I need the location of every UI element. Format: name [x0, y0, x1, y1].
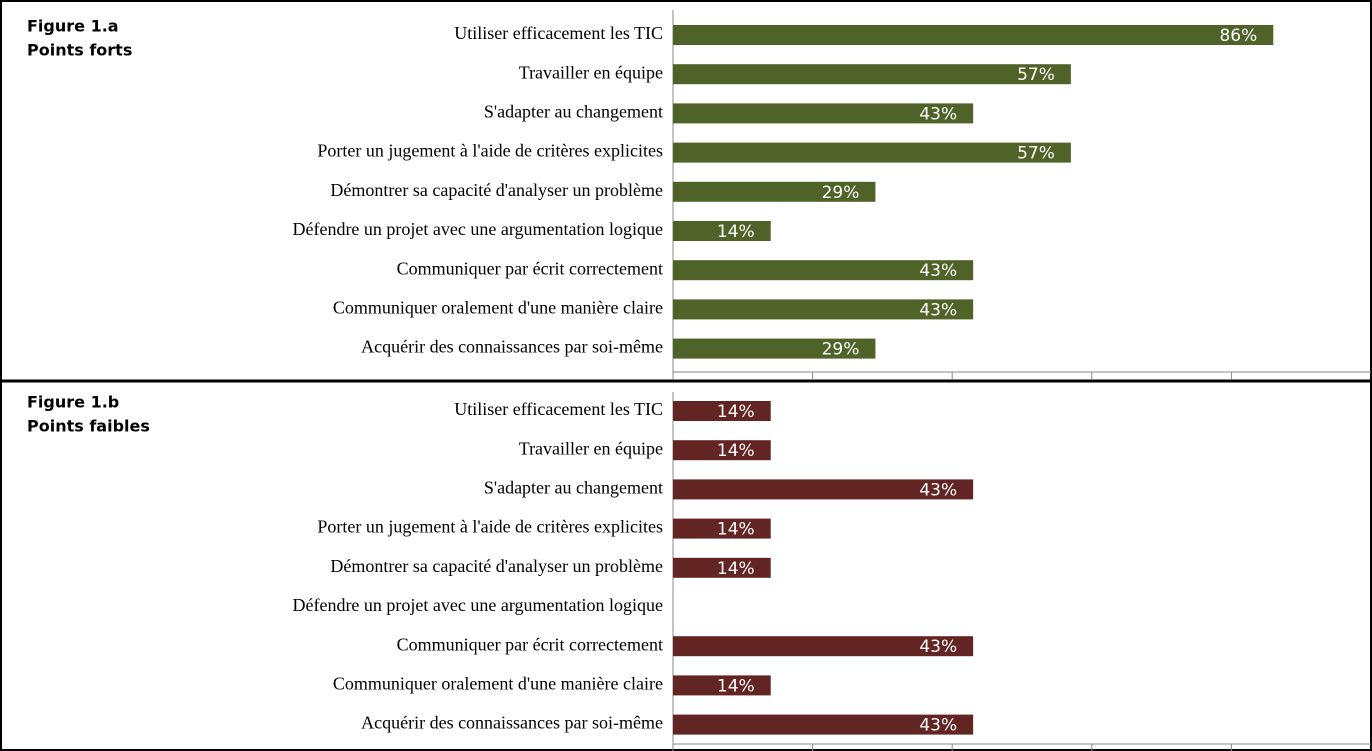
- bar: [673, 338, 876, 359]
- bar: [673, 260, 974, 281]
- category-label: Travailler en équipe: [519, 438, 663, 458]
- figure-label: Figure 1.b: [27, 393, 119, 412]
- bar: [673, 440, 771, 461]
- category-label: Défendre un projet avec une argumentatio…: [292, 595, 663, 615]
- bar: [673, 221, 771, 241]
- figure-label: Figure 1.a: [27, 17, 119, 36]
- category-label: Travailler en équipe: [519, 62, 663, 82]
- value-label: 57%: [1017, 65, 1055, 85]
- value-label: 14%: [717, 520, 755, 540]
- category-label: S'adapter au changement: [484, 102, 663, 122]
- figure-subtitle: Points forts: [27, 41, 132, 60]
- value-label: 14%: [717, 441, 755, 461]
- category-label: Utiliser efficacement les TIC: [454, 399, 663, 419]
- value-label: 43%: [919, 104, 957, 124]
- category-label: Porter un jugement à l'aide de critères …: [317, 141, 663, 161]
- bar: [673, 636, 974, 657]
- category-label: Communiquer oralement d'une manière clai…: [333, 298, 663, 318]
- bar: [673, 64, 1071, 85]
- bar: [673, 518, 771, 539]
- bar: [673, 675, 771, 696]
- value-label: 43%: [919, 637, 957, 657]
- value-label: 14%: [717, 222, 755, 242]
- category-label: Acquérir des connaissances par soi-même: [361, 337, 663, 357]
- bar: [673, 142, 1071, 163]
- value-label: 43%: [919, 480, 957, 500]
- value-label: 86%: [1219, 26, 1257, 46]
- category-label: Acquérir des connaissances par soi-même: [361, 713, 663, 733]
- category-label: Démontrer sa capacité d'analyser un prob…: [330, 180, 663, 200]
- category-label: Communiquer par écrit correctement: [397, 258, 663, 278]
- category-label: Porter un jugement à l'aide de critères …: [317, 517, 663, 537]
- bar: [673, 299, 974, 320]
- bar: [673, 181, 876, 202]
- value-label: 57%: [1017, 144, 1055, 164]
- value-label: 14%: [717, 559, 755, 579]
- category-label: Utiliser efficacement les TIC: [454, 23, 663, 43]
- value-label: 43%: [919, 261, 957, 281]
- category-label: Démontrer sa capacité d'analyser un prob…: [330, 556, 663, 576]
- bar: [673, 479, 974, 500]
- category-label: Communiquer par écrit correctement: [397, 634, 663, 654]
- bar: [673, 557, 771, 578]
- category-label: Défendre un projet avec une argumentatio…: [292, 219, 663, 239]
- value-label: 14%: [717, 676, 755, 696]
- figure-subtitle: Points faibles: [27, 417, 150, 436]
- category-label: Communiquer oralement d'une manière clai…: [333, 674, 663, 694]
- bar: [673, 401, 771, 421]
- value-label: 43%: [919, 300, 957, 320]
- bar: [673, 714, 974, 735]
- value-label: 43%: [919, 716, 957, 736]
- category-label: S'adapter au changement: [484, 478, 663, 498]
- value-label: 29%: [822, 340, 860, 360]
- value-label: 14%: [717, 402, 755, 422]
- bar: [673, 25, 1274, 45]
- bar: [673, 103, 974, 124]
- value-label: 29%: [822, 183, 860, 203]
